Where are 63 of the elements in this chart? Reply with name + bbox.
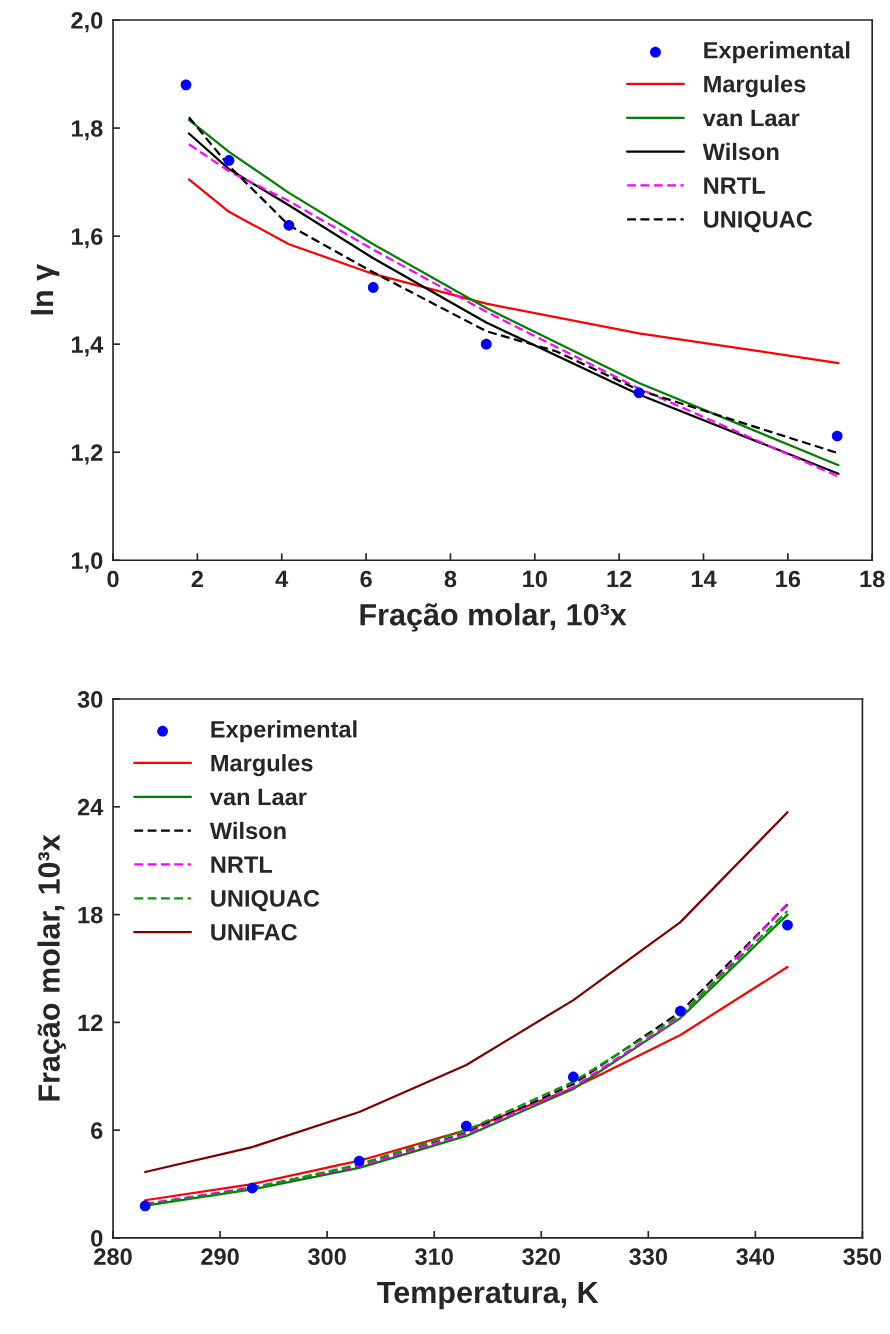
legend-label: Margules [211,754,313,777]
y-tick-label: 1,2 [71,444,103,465]
y-axis-title: ln γ [30,263,60,315]
legend-label: NRTL [211,856,273,873]
point [831,430,843,442]
y-tick-label: 0 [91,1230,103,1247]
x-tick-label: 280 [94,1248,132,1266]
point [223,155,235,166]
point [367,282,379,293]
legend-label: Margules [704,75,806,98]
x-tick-label: 0 [107,570,119,588]
point [567,1071,579,1083]
y-tick-label: 1,8 [71,120,103,141]
x-tick-label: 10 [523,570,547,588]
x-tick-label: 18 [860,570,885,588]
legend-label: van Laar [209,788,307,806]
legend-label: UNIQUAC [211,890,320,912]
y-tick-label: 1,4 [71,336,104,357]
y-tick-label: 18 [78,906,103,924]
line-series [144,811,789,1174]
y-tick-label: 12 [78,1014,103,1031]
x-tick-label: 310 [415,1248,453,1266]
point [675,1005,686,1017]
x-tick-label: 4 [275,570,289,588]
legend-label: UNIQUAC [704,211,813,233]
x-tick-label: 300 [307,1248,346,1266]
x-tick-label: 6 [360,570,372,588]
x-tick-label: 16 [776,570,801,588]
x-tick-label: 2 [191,570,203,588]
y-tick-label: 30 [77,691,103,708]
y-tick-label: 1,0 [71,552,103,573]
x-tick-label: 340 [736,1248,775,1266]
point [180,79,192,91]
legend-label: Wilson [702,142,779,161]
point [633,387,645,399]
x-tick-label: 8 [444,570,457,588]
legend-label: UNIFAC [211,923,298,941]
line-series [187,178,840,365]
point [460,1120,472,1132]
x-tick-label: 12 [607,570,632,588]
legend-label: Experimental [704,41,850,64]
point [246,1182,258,1194]
y-tick-label: 1,6 [71,228,103,249]
y-axis-title: Fração molar, 10³x [37,834,66,1101]
y-tick-label: 24 [77,798,104,816]
x-tick-label: 350 [843,1248,882,1266]
point [139,1200,151,1212]
legend-label: van Laar [702,109,800,127]
x-tick-label: 320 [522,1248,560,1266]
point [782,919,793,931]
legend-label: Experimental [211,720,357,743]
legend-label: NRTL [704,177,765,194]
x-axis-title: Temperatura, K [377,1281,599,1310]
x-tick-label: 330 [629,1248,668,1266]
x-tick-label: 290 [201,1248,239,1266]
x-tick-label: 14 [691,570,717,588]
y-tick-label: 6 [91,1122,103,1139]
point [480,338,492,350]
x-axis-title: Fração molar, 10³x [360,603,627,632]
point [353,1155,365,1167]
legend-label: Wilson [209,821,286,840]
y-tick-label: 2,0 [71,12,103,33]
point [283,219,295,231]
